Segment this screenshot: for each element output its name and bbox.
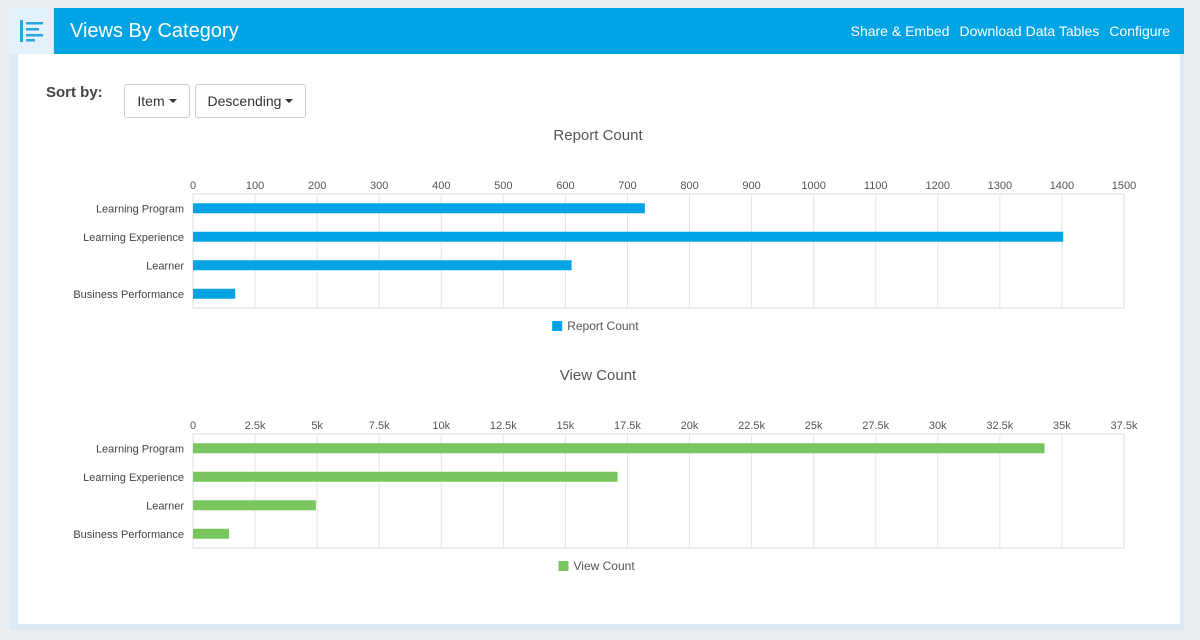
view-count-tick-label: 37.5k	[1111, 420, 1138, 432]
view-count-tick-label: 7.5k	[369, 420, 390, 432]
sort-order-dropdown[interactable]: Descending	[195, 84, 306, 118]
view-count-legend-swatch	[558, 561, 569, 571]
report-count-tick-label: 200	[308, 180, 326, 192]
view-count-chart-title: View Count	[560, 367, 637, 384]
report-count-bar	[193, 288, 236, 299]
view-count-category-label: Learning Program	[96, 443, 184, 455]
report-count-legend-swatch	[552, 321, 563, 331]
view-count-bar	[193, 528, 229, 539]
view-count-tick-label: 0	[190, 420, 196, 432]
sort-by-label: Sort by:	[46, 84, 103, 101]
view-count-tick-label: 32.5k	[986, 420, 1013, 432]
view-count-tick-label: 35k	[1053, 420, 1071, 432]
report-count-tick-label: 300	[370, 180, 388, 192]
report-count-tick-label: 500	[494, 180, 512, 192]
report-count-bar	[193, 231, 1064, 242]
report-count-category-label: Business Performance	[73, 289, 184, 301]
header-actions: Share & Embed Download Data Tables Confi…	[851, 23, 1170, 39]
view-count-bar	[193, 471, 618, 482]
view-count-tick-label: 15k	[557, 420, 575, 432]
report-count-category-label: Learning Program	[96, 203, 184, 215]
report-count-tick-label: 1300	[988, 180, 1012, 192]
report-count-tick-label: 100	[246, 180, 264, 192]
configure-link[interactable]: Configure	[1109, 23, 1170, 39]
report-count-tick-label: 1000	[801, 180, 825, 192]
view-count-tick-label: 2.5k	[245, 420, 266, 432]
view-count-tick-label: 27.5k	[862, 420, 889, 432]
report-count-tick-label: 1500	[1112, 180, 1136, 192]
report-count-tick-label: 1200	[926, 180, 950, 192]
view-count-tick-label: 20k	[681, 420, 699, 432]
view-count-tick-label: 22.5k	[738, 420, 765, 432]
view-count-tick-label: 10k	[432, 420, 450, 432]
share-embed-link[interactable]: Share & Embed	[850, 23, 950, 39]
widget-header: Views By Category Share & Embed Download…	[10, 8, 1184, 54]
view-count-tick-label: 12.5k	[490, 420, 517, 432]
widget-frame: Views By Category Share & Embed Download…	[10, 8, 1184, 630]
report-count-tick-label: 400	[432, 180, 450, 192]
widget-title: Views By Category	[70, 20, 239, 42]
report-count-legend-label: Report Count	[567, 319, 639, 333]
report-count-tick-label: 1400	[1050, 180, 1074, 192]
view-count-category-label: Learner	[146, 500, 184, 512]
view-count-plot-area	[192, 433, 1125, 549]
view-count-tick-label: 17.5k	[614, 420, 641, 432]
report-count-tick-label: 0	[190, 180, 196, 192]
view-count-tick-label: 5k	[311, 420, 323, 432]
report-count-category-label: Learner	[146, 260, 184, 272]
sort-order-value: Descending	[207, 93, 282, 109]
caret-down-icon	[168, 99, 177, 103]
view-count-category-label: Business Performance	[73, 529, 184, 541]
report-count-plot-area	[192, 193, 1125, 309]
sort-field-dropdown[interactable]: Item	[124, 84, 190, 118]
report-count-category-label: Learning Experience	[83, 232, 184, 244]
report-count-tick-label: 600	[556, 180, 574, 192]
report-count-tick-label: 800	[680, 180, 698, 192]
report-count-bar	[193, 203, 645, 214]
view-count-bar	[193, 500, 316, 511]
view-count-legend-label: View Count	[574, 559, 636, 573]
view-count-tick-label: 25k	[805, 420, 823, 432]
download-data-tables-link[interactable]: Download Data Tables	[959, 23, 1100, 39]
view-count-category-label: Learning Experience	[83, 472, 184, 484]
view-count-tick-label: 30k	[929, 420, 947, 432]
sort-field-value: Item	[137, 93, 165, 109]
list-icon	[20, 20, 43, 42]
report-count-tick-label: 1100	[864, 180, 888, 192]
report-count-tick-label: 700	[618, 180, 636, 192]
report-count-chart-title: Report Count	[553, 127, 643, 144]
view-count-bar	[193, 443, 1045, 454]
report-count-tick-label: 900	[742, 180, 760, 192]
report-count-bar	[193, 260, 572, 271]
caret-down-icon	[285, 99, 294, 103]
widget-menu-button[interactable]	[10, 8, 54, 54]
